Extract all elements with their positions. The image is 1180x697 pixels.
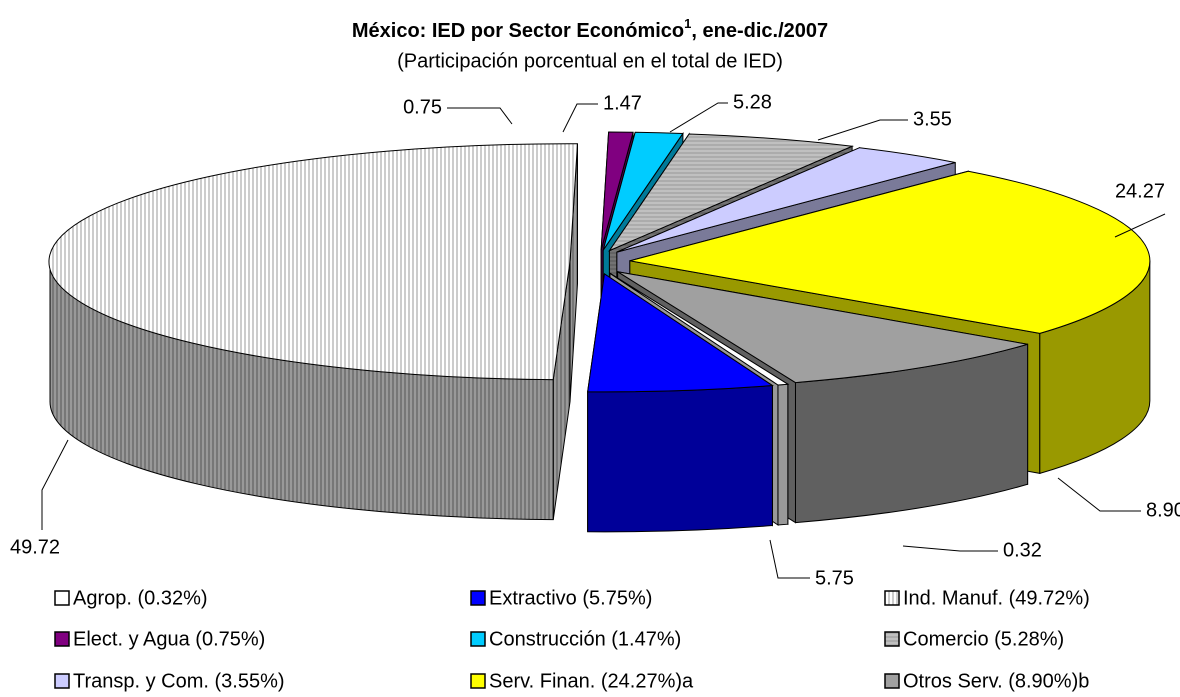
data-label: 5.75 [815,567,854,589]
legend-swatch [54,631,70,647]
leader-line [562,103,598,133]
leader-line [669,102,728,133]
data-label: 0.32 [1003,539,1042,561]
legend-swatch [884,673,900,689]
leader-line [902,545,998,552]
slice-top [616,147,956,253]
legend-swatch [470,631,486,647]
slice-top [629,170,1151,334]
legend-swatch [54,590,70,606]
leader-line [817,119,908,141]
leader-line [769,539,810,579]
legend-swatch [470,673,486,689]
chart-subtitle: (Participación porcentual en el total de… [397,50,783,72]
pie-tops [48,131,1151,393]
leader-line [1114,213,1166,238]
title-superscript: 1 [684,16,691,31]
leader-line [447,107,513,125]
title-main: México: IED por Sector Económico [352,20,684,42]
data-label: 8.90 [1146,499,1180,521]
slice-top [602,131,684,251]
legend-label: Ind. Manuf. (49.72%) [903,587,1090,609]
legend-label: Transp. y Com. (3.55%) [73,670,285,692]
data-label: 1.47 [603,92,642,114]
data-label: 0.75 [403,96,442,118]
legend-label: Comercio (5.28%) [903,628,1064,650]
slice-side [587,384,773,533]
legend-label: Construcción (1.47%) [489,628,681,650]
data-label: 49.72 [10,536,60,558]
legend-swatch [884,590,900,606]
slice-top [617,271,1028,384]
legend-label: Serv. Finan. (24.27%)a [489,670,694,692]
legend-label: Extractivo (5.75%) [489,587,652,609]
title-suffix: , ene-dic./2007 [691,20,828,42]
slice-top [587,273,774,393]
data-label: 5.28 [733,91,772,113]
legend-label: Elect. y Agua (0.75%) [73,628,265,650]
legend-label: Otros Serv. (8.90%)b [903,670,1089,692]
slice-top [608,133,855,252]
data-label: 3.55 [913,108,952,130]
leader-line [1057,477,1141,512]
legend-label: Agrop. (0.32%) [73,587,208,609]
slice-top [609,272,790,386]
legend-swatch [54,673,70,689]
legend-swatch [884,631,900,647]
chart-title: México: IED por Sector Económico1, ene-d… [352,16,828,42]
data-label: 24.27 [1115,180,1165,202]
slice-top [600,131,634,251]
legend-swatch [470,590,486,606]
slice-side [777,383,789,526]
leader-line [41,439,69,530]
slice-top [48,143,579,381]
